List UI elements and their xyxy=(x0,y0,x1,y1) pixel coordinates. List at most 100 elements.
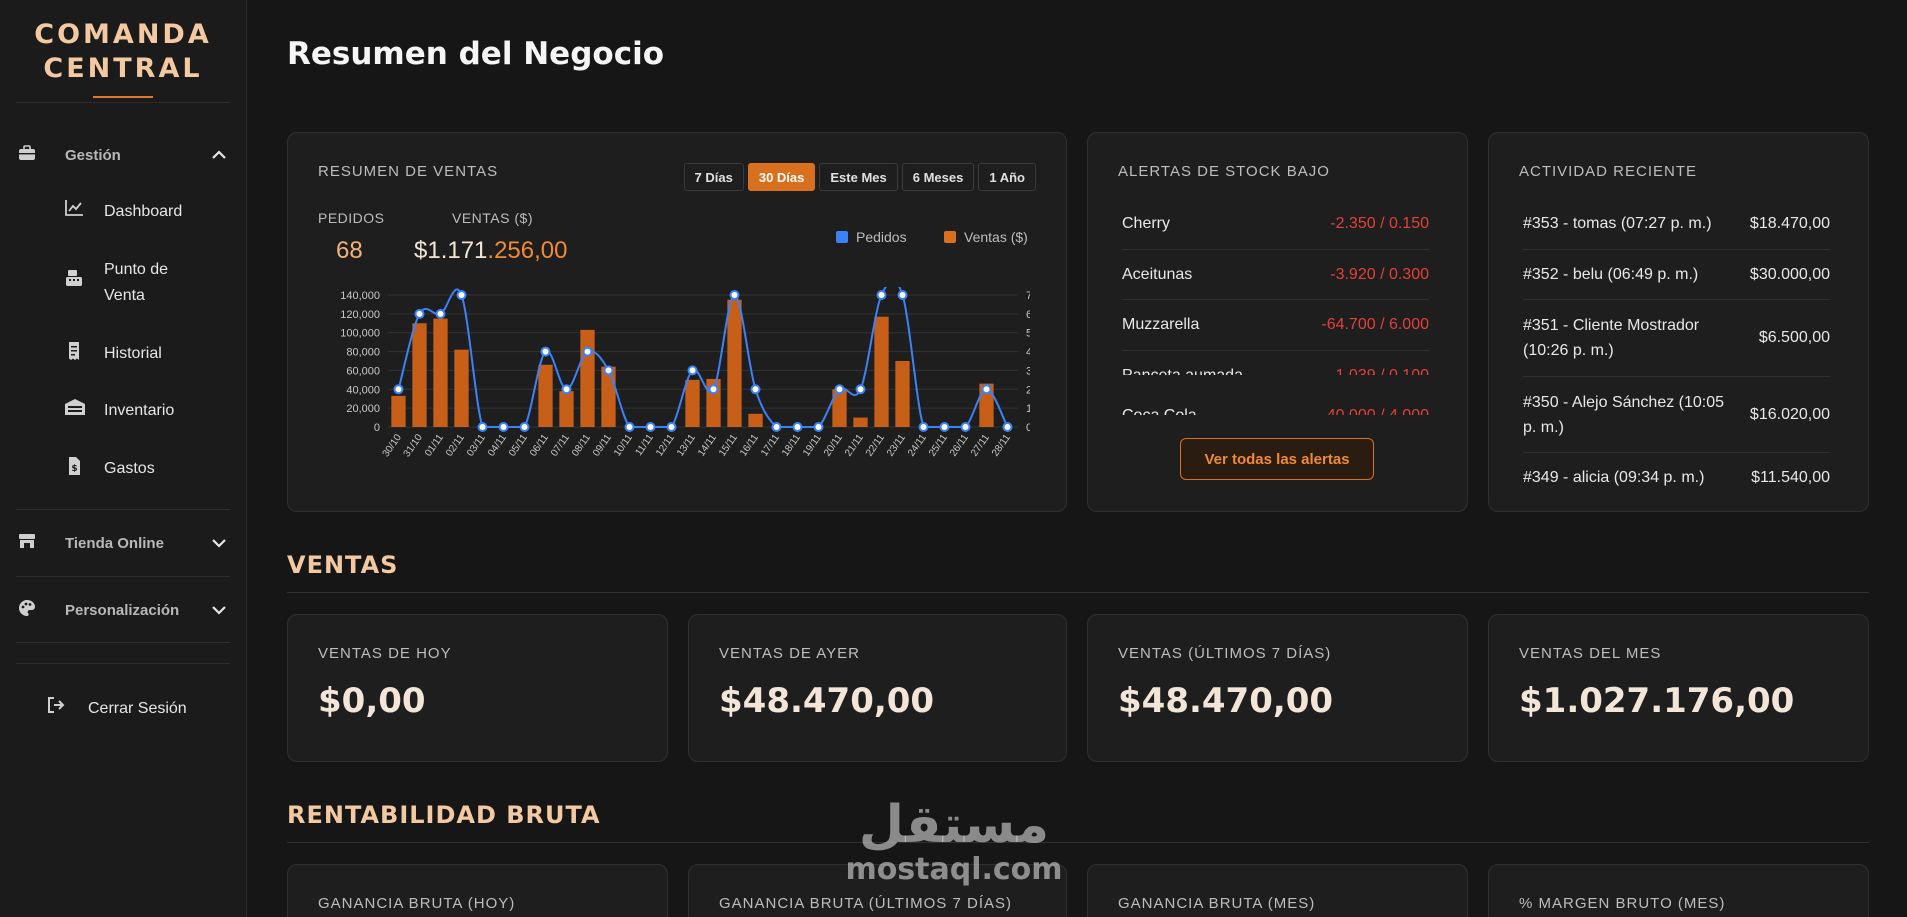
orders-point xyxy=(771,422,782,432)
kpi-label: GANANCIA BRUTA (HOY) xyxy=(318,895,516,912)
orders-point xyxy=(624,422,635,432)
stock-alerts-title: ALERTAS DE STOCK BAJO xyxy=(1118,163,1330,180)
sales-bar xyxy=(832,389,847,427)
orders-point xyxy=(561,384,572,395)
activity-amount: $16.020,00 xyxy=(1749,405,1830,423)
activity-row[interactable]: #353 - tomas (07:27 p. m.) $18.470,00 xyxy=(1523,199,1830,250)
logout-icon xyxy=(46,696,68,716)
sidebar-item-label: Punto de Venta xyxy=(104,261,169,304)
stock-item-value: -40.000 / 4.000 xyxy=(1321,407,1429,415)
activity-text: #350 - Alejo Sánchez (10:05 p. m.) xyxy=(1523,393,1725,436)
sales-summary-title: RESUMEN DE VENTAS xyxy=(318,163,499,180)
sidebar-item-historial[interactable]: Historial xyxy=(64,341,162,367)
sales-bar xyxy=(979,383,994,427)
orders-point xyxy=(582,346,593,357)
x-tick-label: 13/11 xyxy=(675,432,698,459)
orders-point xyxy=(960,422,971,432)
y-left-tick-label: 100,000 xyxy=(340,328,380,340)
kpi-label: VENTAS DEL MES xyxy=(1519,645,1662,662)
view-all-alerts-button[interactable]: Ver todas las alertas xyxy=(1180,438,1374,480)
x-tick-label: 17/11 xyxy=(759,432,782,459)
stock-alert-row[interactable]: Aceitunas -3.920 / 0.300 xyxy=(1122,250,1429,300)
period-1-year-button[interactable]: 1 Año xyxy=(978,163,1036,191)
y-right-tick-label: 5 xyxy=(1026,328,1030,340)
x-tick-label: 02/11 xyxy=(444,432,467,459)
orders-point xyxy=(918,422,929,432)
y-left-tick-label: 120,000 xyxy=(340,309,380,321)
stock-item-name: Muzzarella xyxy=(1122,316,1200,333)
sidebar-item-label: Dashboard xyxy=(104,203,183,220)
y-right-tick-label: 2 xyxy=(1026,384,1030,396)
x-tick-label: 28/11 xyxy=(990,432,1013,459)
sales-yesterday-card: VENTAS DE AYER $48.470,00 xyxy=(688,614,1067,762)
legend-sales-swatch xyxy=(944,231,956,243)
x-tick-label: 27/11 xyxy=(969,432,992,459)
orders-point xyxy=(729,290,740,300)
y-right-tick-label: 6 xyxy=(1026,309,1030,321)
activity-row[interactable]: #349 - alicia (09:34 p. m.) $11.540,00 xyxy=(1523,453,1830,503)
logout-button[interactable]: Cerrar Sesión xyxy=(46,696,187,722)
sales-bar xyxy=(559,391,574,427)
store-icon xyxy=(18,533,38,553)
activity-row[interactable]: #351 - Cliente Mostrador (10:26 p. m.) $6… xyxy=(1523,300,1830,377)
period-this-month-button[interactable]: Este Mes xyxy=(819,163,898,191)
legend-orders[interactable]: Pedidos xyxy=(836,229,907,245)
nav-group-tienda-online[interactable]: Tienda Online xyxy=(18,528,228,558)
chart-line-icon xyxy=(64,199,86,219)
nav-group-personalizacion[interactable]: Personalización xyxy=(18,595,228,625)
orders-point xyxy=(855,384,866,395)
activity-text: #353 - tomas (07:27 p. m.) xyxy=(1523,215,1712,232)
activity-text: #349 - alicia (09:34 p. m.) xyxy=(1523,469,1705,486)
period-7-days-button[interactable]: 7 Días xyxy=(683,163,744,191)
divider xyxy=(16,576,230,577)
gross-profit-7-days-card: GANANCIA BRUTA (ÚLTIMOS 7 DÍAS) xyxy=(688,864,1067,917)
sales-bar xyxy=(748,413,763,427)
activity-row[interactable]: #352 - belu (06:49 p. m.) $30.000,00 xyxy=(1523,250,1830,300)
sidebar-item-gastos[interactable]: $ Gastos xyxy=(64,456,155,482)
activity-row[interactable]: #350 - Alejo Sánchez (10:05 p. m.) $16.02… xyxy=(1523,377,1830,453)
orders-point xyxy=(1002,422,1013,432)
stock-alert-row[interactable]: Muzzarella -64.700 / 6.000 xyxy=(1122,300,1429,351)
cash-register-icon xyxy=(64,269,86,289)
sales-bar xyxy=(601,366,616,427)
sidebar-item-inventario[interactable]: Inventario xyxy=(64,398,174,424)
kpi-value: $48.470,00 xyxy=(719,681,935,721)
x-tick-label: 04/11 xyxy=(486,432,509,459)
stock-item-name: Aceitunas xyxy=(1122,265,1193,283)
sidebar-item-label: Inventario xyxy=(104,402,175,419)
orders-point xyxy=(813,422,824,432)
period-6-months-button[interactable]: 6 Meses xyxy=(901,163,975,191)
sidebar-item-dashboard[interactable]: Dashboard xyxy=(64,199,182,225)
activity-amount: $30.000,00 xyxy=(1749,265,1830,283)
stock-alert-row[interactable]: Panceta aumada -1.039 / 0.100 xyxy=(1122,351,1429,376)
y-left-tick-label: 40,000 xyxy=(346,384,380,396)
y-right-tick-label: 7 xyxy=(1026,290,1030,302)
stock-alert-row[interactable]: Coca Cola -40.000 / 4.000 xyxy=(1122,375,1429,415)
sales-bar xyxy=(874,316,889,427)
nav-group-tienda-label: Tienda Online xyxy=(65,534,164,552)
kpi-label: VENTAS DE HOY xyxy=(318,645,452,662)
gross-profit-month-card: GANANCIA BRUTA (MES) xyxy=(1087,864,1468,917)
activity-amount: $18.470,00 xyxy=(1749,215,1830,232)
brand-logo[interactable]: COMANDA CENTRAL xyxy=(0,0,246,98)
sales-bar xyxy=(454,349,469,427)
stock-item-value: -3.920 / 0.300 xyxy=(1330,265,1429,283)
sales-bar xyxy=(580,329,595,427)
activity-text: #351 - Cliente Mostrador (10:26 p. m.) xyxy=(1523,317,1700,359)
recent-activity-title: ACTIVIDAD RECIENTE xyxy=(1519,163,1698,180)
sales-value: $1.171.256,00 xyxy=(414,237,567,265)
section-divider xyxy=(287,842,1869,843)
nav-group-gestion[interactable]: Gestión xyxy=(18,140,228,170)
sidebar-item-punto-de-venta[interactable]: Punto de Venta xyxy=(64,257,184,309)
x-tick-label: 12/11 xyxy=(654,432,677,459)
stock-item-name: Coca Cola xyxy=(1122,407,1197,415)
legend-sales[interactable]: Ventas ($) xyxy=(944,229,1028,245)
period-30-days-button[interactable]: 30 Días xyxy=(747,163,816,191)
receipt-icon xyxy=(64,341,86,361)
orders-line xyxy=(397,287,1009,428)
stock-alert-row[interactable]: Cherry -2.350 / 0.150 xyxy=(1122,199,1429,250)
warehouse-icon xyxy=(64,398,86,418)
stock-item-value: -2.350 / 0.150 xyxy=(1330,215,1429,232)
palette-icon xyxy=(18,599,38,621)
orders-point xyxy=(981,384,992,395)
